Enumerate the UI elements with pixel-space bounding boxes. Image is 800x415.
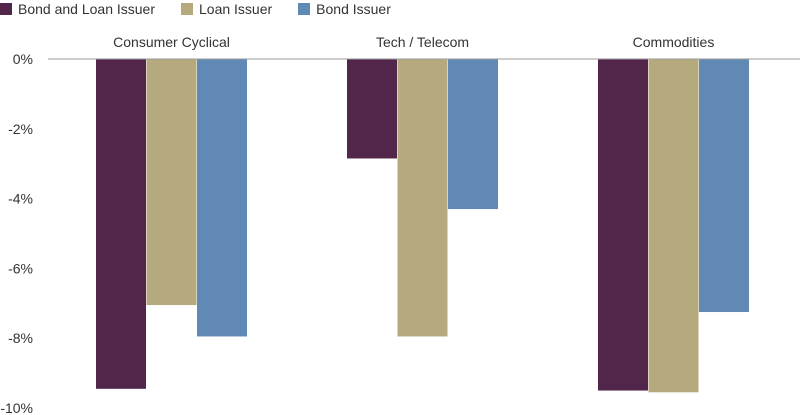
bar [96, 59, 146, 389]
legend-swatch [0, 3, 12, 15]
category-label: Tech / Telecom [376, 34, 469, 50]
bar [197, 59, 247, 337]
y-tick-label: -6% [8, 260, 33, 276]
bar [648, 59, 699, 393]
y-tick-label: -8% [8, 330, 33, 346]
bar [448, 59, 498, 210]
legend-label: Loan Issuer [199, 1, 273, 17]
y-tick-label: -4% [8, 191, 33, 207]
legend-swatch [298, 3, 311, 15]
legend-label: Bond Issuer [316, 1, 391, 17]
legend-item: Bond and Loan Issuer [0, 1, 155, 17]
legend-item: Loan Issuer [181, 1, 272, 17]
y-tick-label: 0% [13, 51, 33, 67]
bar [397, 59, 448, 337]
legend-label: Bond and Loan Issuer [18, 1, 155, 17]
bar [699, 59, 749, 313]
y-tick-label: -10% [0, 400, 33, 415]
legend-swatch [181, 3, 193, 15]
legend-item: Bond Issuer [298, 1, 391, 17]
y-tick-label: -2% [8, 121, 33, 137]
category-label: Consumer Cyclical [113, 34, 230, 50]
bar [347, 59, 397, 159]
bar [598, 59, 648, 391]
category-label: Commodities [633, 34, 715, 50]
chart-legend: Bond and Loan Issuer Loan Issuer Bond Issu… [0, 0, 417, 18]
bar [146, 59, 197, 306]
